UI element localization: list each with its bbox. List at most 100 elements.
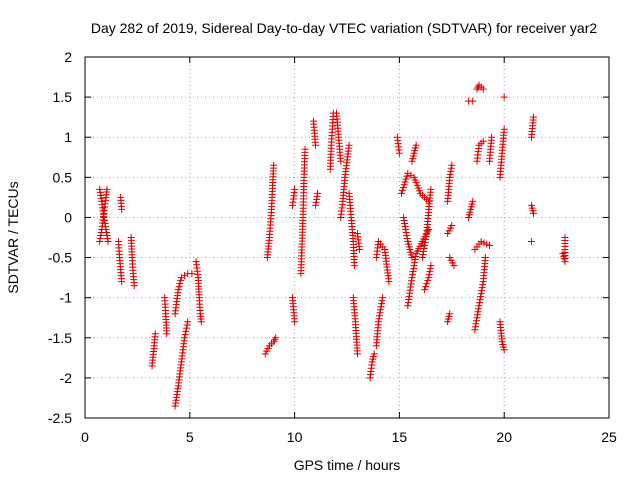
- x-tick-label: 0: [81, 429, 89, 445]
- x-tick-label: 15: [392, 429, 408, 445]
- data-point: [177, 277, 185, 285]
- data-point: [174, 286, 182, 294]
- y-tick-label: -1.5: [48, 330, 72, 346]
- y-tick-label: 0.5: [53, 169, 73, 185]
- data-point: [401, 219, 409, 227]
- y-tick-label: -2: [60, 370, 73, 386]
- plot-frame: [84, 56, 610, 419]
- chart-title: Day 282 of 2019, Sidereal Day-to-day VTE…: [91, 20, 597, 36]
- data-point: [313, 195, 321, 203]
- data-point: [476, 299, 484, 307]
- data-point: [337, 157, 345, 165]
- data-point: [397, 189, 405, 197]
- data-point: [97, 194, 105, 202]
- data-points: [96, 81, 569, 410]
- data-point: [398, 187, 406, 195]
- data-point: [272, 334, 280, 342]
- data-point: [376, 309, 384, 317]
- data-point: [481, 254, 489, 262]
- data-point: [471, 326, 479, 334]
- data-point: [488, 133, 496, 141]
- data-point: [447, 164, 455, 172]
- data-point: [561, 234, 569, 241]
- x-tick-label: 20: [496, 429, 512, 445]
- data-point: [469, 97, 477, 105]
- data-point: [475, 302, 483, 310]
- data-point: [103, 231, 111, 239]
- data-point: [410, 265, 418, 273]
- data-point: [527, 133, 535, 141]
- data-point: [96, 235, 104, 243]
- data-point: [400, 216, 408, 224]
- data-point: [96, 238, 104, 246]
- data-point: [118, 205, 126, 213]
- data-point: [421, 239, 429, 247]
- data-point: [181, 334, 189, 342]
- data-point: [401, 222, 409, 230]
- data-point: [103, 185, 111, 193]
- data-point: [291, 318, 299, 326]
- data-point: [500, 346, 508, 354]
- data-point: [183, 321, 191, 329]
- data-point: [486, 242, 494, 250]
- data-point: [96, 188, 104, 196]
- y-tick-label: -0.5: [48, 250, 72, 266]
- data-point: [97, 228, 105, 236]
- data-point: [313, 192, 321, 200]
- data-point: [402, 228, 410, 236]
- data-point: [478, 287, 486, 295]
- data-point: [370, 350, 378, 358]
- data-point: [356, 246, 364, 254]
- data-point: [104, 235, 112, 243]
- data-point: [479, 85, 487, 93]
- data-point: [426, 268, 434, 276]
- data-point: [118, 278, 126, 286]
- data-point: [197, 318, 205, 326]
- data-point: [423, 280, 431, 288]
- data-point: [97, 231, 105, 239]
- data-point: [472, 317, 480, 325]
- data-point: [314, 189, 322, 197]
- data-point: [421, 242, 429, 250]
- data-point: [424, 277, 432, 285]
- data-point: [448, 221, 456, 229]
- data-point: [345, 141, 353, 149]
- data-point: [312, 141, 320, 149]
- data-point: [410, 262, 418, 270]
- data-point: [500, 125, 508, 133]
- data-point: [527, 238, 535, 246]
- data-point: [411, 256, 419, 264]
- data-point: [473, 314, 481, 322]
- data-point: [420, 248, 428, 256]
- data-point: [385, 278, 393, 286]
- data-point: [446, 310, 454, 318]
- data-point: [412, 141, 420, 149]
- data-point: [182, 324, 190, 332]
- data-point: [448, 161, 456, 169]
- data-point: [479, 281, 487, 289]
- data-point: [474, 308, 482, 316]
- data-point: [312, 201, 320, 209]
- data-point: [403, 172, 411, 180]
- data-point: [291, 185, 299, 193]
- data-point: [422, 232, 430, 240]
- data-point: [374, 318, 382, 326]
- data-point: [375, 312, 383, 320]
- data-point: [425, 271, 433, 279]
- grid-lines: [85, 57, 609, 418]
- data-point: [476, 296, 484, 304]
- data-point: [477, 293, 485, 301]
- x-tick-label: 5: [186, 429, 194, 445]
- data-point: [427, 185, 435, 193]
- x-tick-label: 25: [601, 429, 617, 445]
- data-point: [446, 173, 454, 181]
- data-point: [409, 271, 416, 279]
- data-point: [353, 350, 361, 358]
- data-point: [377, 306, 385, 314]
- data-point: [104, 238, 112, 246]
- data-point: [403, 231, 411, 239]
- data-point: [402, 225, 410, 233]
- data-point: [395, 149, 403, 157]
- data-point: [421, 286, 429, 294]
- data-point: [399, 184, 407, 192]
